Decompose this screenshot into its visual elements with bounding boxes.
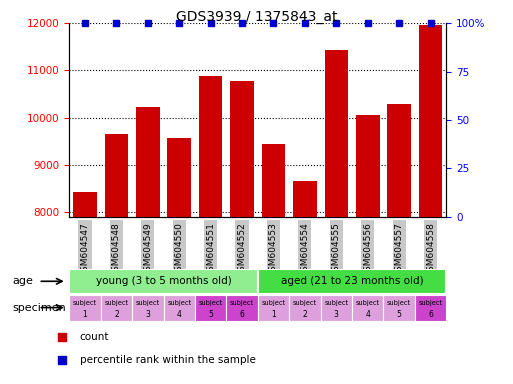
Bar [226,295,258,321]
Bar [105,134,128,384]
Bar [387,104,411,384]
Text: subject: subject [104,300,128,306]
Text: 1: 1 [83,310,87,319]
Text: subject: subject [356,300,380,306]
Text: young (3 to 5 months old): young (3 to 5 months old) [95,276,231,286]
Text: 5: 5 [208,310,213,319]
Text: 4: 4 [177,310,182,319]
Bar [69,269,258,294]
Text: count: count [80,332,109,342]
Text: specimen: specimen [13,303,67,313]
Text: age: age [13,276,34,286]
Text: percentile rank within the sample: percentile rank within the sample [80,355,255,365]
Bar [258,295,289,321]
Text: subject: subject [387,300,411,306]
Text: subject: subject [419,300,443,306]
Text: 5: 5 [397,310,402,319]
Bar [167,139,191,384]
Text: subject: subject [199,300,223,306]
Bar [195,295,226,321]
Bar [419,25,442,384]
Text: 2: 2 [303,310,307,319]
Text: 2: 2 [114,310,119,319]
Text: 3: 3 [334,310,339,319]
Bar [356,115,380,384]
Text: subject: subject [293,300,317,306]
Bar [289,295,321,321]
Bar [258,269,446,294]
Bar [293,182,317,384]
Text: 6: 6 [428,310,433,319]
Bar [164,295,195,321]
Bar [69,295,101,321]
Text: aged (21 to 23 months old): aged (21 to 23 months old) [281,276,423,286]
Text: subject: subject [167,300,191,306]
Text: 1: 1 [271,310,276,319]
Text: subject: subject [324,300,348,306]
Bar [199,76,223,384]
Bar [352,295,383,321]
Bar [136,107,160,384]
Text: subject: subject [136,300,160,306]
Text: subject: subject [73,300,97,306]
Bar [321,295,352,321]
Bar [383,295,415,321]
Text: subject: subject [262,300,286,306]
Bar [262,144,285,384]
Bar [415,295,446,321]
Bar [230,81,254,384]
Text: 6: 6 [240,310,245,319]
Text: subject: subject [230,300,254,306]
Text: GDS3939 / 1375843_at: GDS3939 / 1375843_at [176,10,337,23]
Text: 3: 3 [145,310,150,319]
Bar [132,295,164,321]
Bar [325,50,348,384]
Bar [73,192,97,384]
Text: 4: 4 [365,310,370,319]
Bar [101,295,132,321]
